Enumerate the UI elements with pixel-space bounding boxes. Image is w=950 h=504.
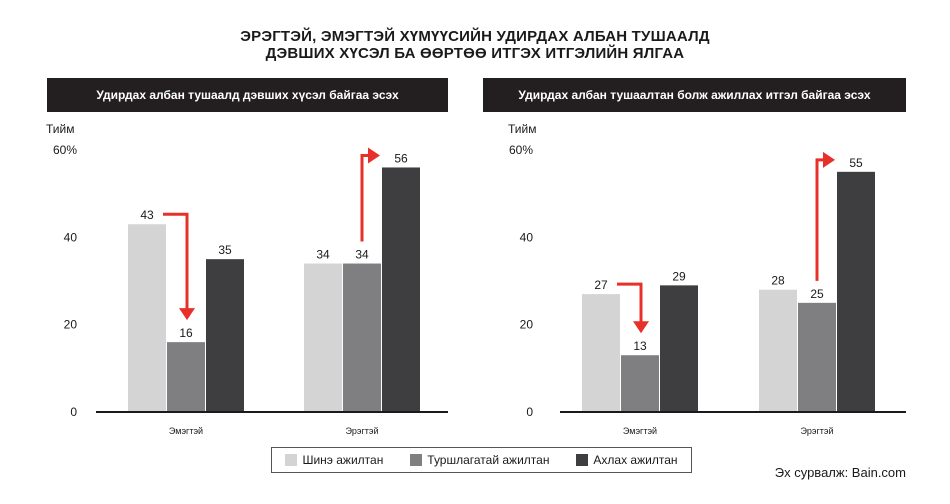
right-panel-header: Удирдах албан тушаалтан болж ажиллах итг… [483, 78, 906, 112]
legend-swatch-new [285, 454, 298, 466]
legend-item-experienced: Туршлагатай ажилтан [410, 453, 549, 467]
increase-arrow [815, 158, 825, 281]
bar [382, 167, 420, 412]
legend-label-experienced: Туршлагатай ажилтан [427, 453, 550, 467]
x-tick-label: Эмэгтэй [623, 426, 657, 436]
data-label: 25 [810, 287, 824, 301]
legend-label-new: Шинэ ажилтан [302, 453, 384, 467]
y-tick-label: 60% [509, 143, 533, 157]
y-tick-label: 0 [70, 405, 77, 419]
legend-swatch-experienced [410, 454, 423, 466]
chart-title: ЭРЭГТЭЙ, ЭМЭГТЭЙ ХҮМҮҮСИЙН УДИРДАХ АЛБАН… [0, 28, 950, 62]
data-label: 29 [672, 269, 686, 283]
bar [759, 289, 797, 412]
y-tick-label: 40 [520, 230, 534, 244]
legend-item-senior: Ахлах ажилтан [576, 453, 678, 467]
legend: Шинэ ажилтан Туршлагатай ажилтан Ахлах а… [271, 447, 692, 473]
bar [837, 171, 875, 412]
y-tick-label: 0 [526, 405, 533, 419]
data-label: 55 [849, 156, 863, 170]
legend-label-senior: Ахлах ажилтан [593, 453, 678, 467]
left-panel-header: Удирдах албан тушаалд дэвших хүсэл байга… [47, 78, 448, 112]
bar [621, 355, 659, 412]
source-note: Эх сурвалж: Bain.com [774, 465, 906, 480]
data-label: 34 [316, 248, 330, 262]
data-label: 43 [140, 208, 154, 222]
data-label: 28 [771, 274, 785, 288]
bar [798, 302, 836, 412]
chart-title-line-1: ЭРЭГТЭЙ, ЭМЭГТЭЙ ХҮМҮҮСИЙН УДИРДАХ АЛБАН… [240, 28, 710, 45]
legend-item-new: Шинэ ажилтан [285, 453, 383, 467]
y-axis-title: Тийм [46, 122, 74, 136]
decline-arrow-head [633, 321, 649, 334]
bar [660, 285, 698, 412]
bar [128, 224, 166, 412]
bar [343, 263, 381, 412]
bar [167, 342, 205, 412]
y-axis-title: Тийм [508, 122, 536, 136]
chart-title-line-2: ДЭВШИХ ХҮСЭЛ БА ӨӨРТӨӨ ИТГЭХ ИТГЭЛИЙН ЯЛ… [265, 45, 685, 62]
data-label: 16 [179, 326, 193, 340]
decline-arrow [617, 282, 643, 324]
increase-arrow [360, 153, 370, 242]
bar [206, 259, 244, 412]
bar [582, 294, 620, 412]
increase-arrow-head [823, 151, 835, 168]
x-tick-label: Эрэгтэй [345, 426, 378, 436]
data-label: 34 [355, 248, 369, 262]
data-label: 35 [218, 243, 232, 257]
bar [304, 263, 342, 412]
y-tick-label: 20 [520, 318, 534, 332]
legend-swatch-senior [576, 454, 589, 466]
increase-arrow-head [368, 147, 380, 164]
data-label: 13 [633, 339, 647, 353]
decline-arrow [163, 212, 189, 311]
decline-arrow-head [179, 308, 195, 321]
data-label: 27 [594, 278, 608, 292]
data-label: 56 [394, 151, 408, 165]
y-tick-label: 60% [53, 143, 77, 157]
y-tick-label: 40 [64, 230, 78, 244]
y-tick-label: 20 [64, 318, 78, 332]
x-tick-label: Эмэгтэй [169, 426, 203, 436]
x-tick-label: Эрэгтэй [800, 426, 833, 436]
